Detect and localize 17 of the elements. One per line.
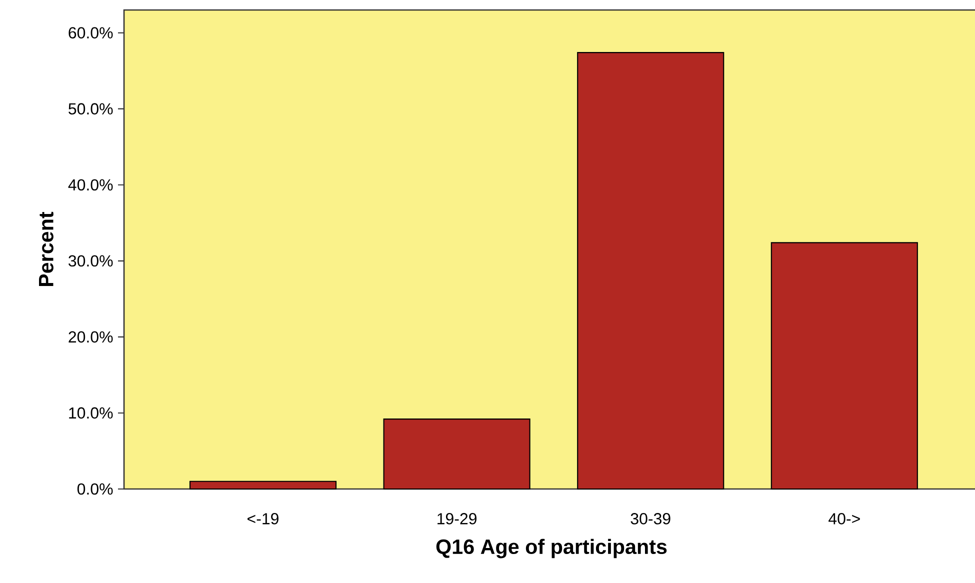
y-tick-label: 50.0% [68, 103, 113, 114]
y-tick-label: 60.0% [68, 27, 113, 38]
x-tick-label: <-19 [248, 513, 278, 524]
y-tick-label: 30.0% [68, 255, 113, 267]
y-tick-label: 10.0% [69, 407, 113, 419]
y-tick-label: 40.0% [68, 179, 113, 191]
y-tick-label: 0.0% [77, 483, 113, 495]
bar [383, 418, 530, 490]
y-axis-title: Percent [39, 212, 54, 286]
x-tick-label: 30-39 [630, 513, 670, 524]
bar [577, 52, 724, 490]
bar [770, 242, 918, 490]
bar [189, 480, 337, 490]
y-tick-label: 20.0% [68, 331, 113, 343]
x-tick-label: 40-> [828, 513, 860, 524]
x-axis-title: Q16 Age of participants [436, 538, 667, 558]
x-tick-label: 19-29 [438, 513, 476, 524]
